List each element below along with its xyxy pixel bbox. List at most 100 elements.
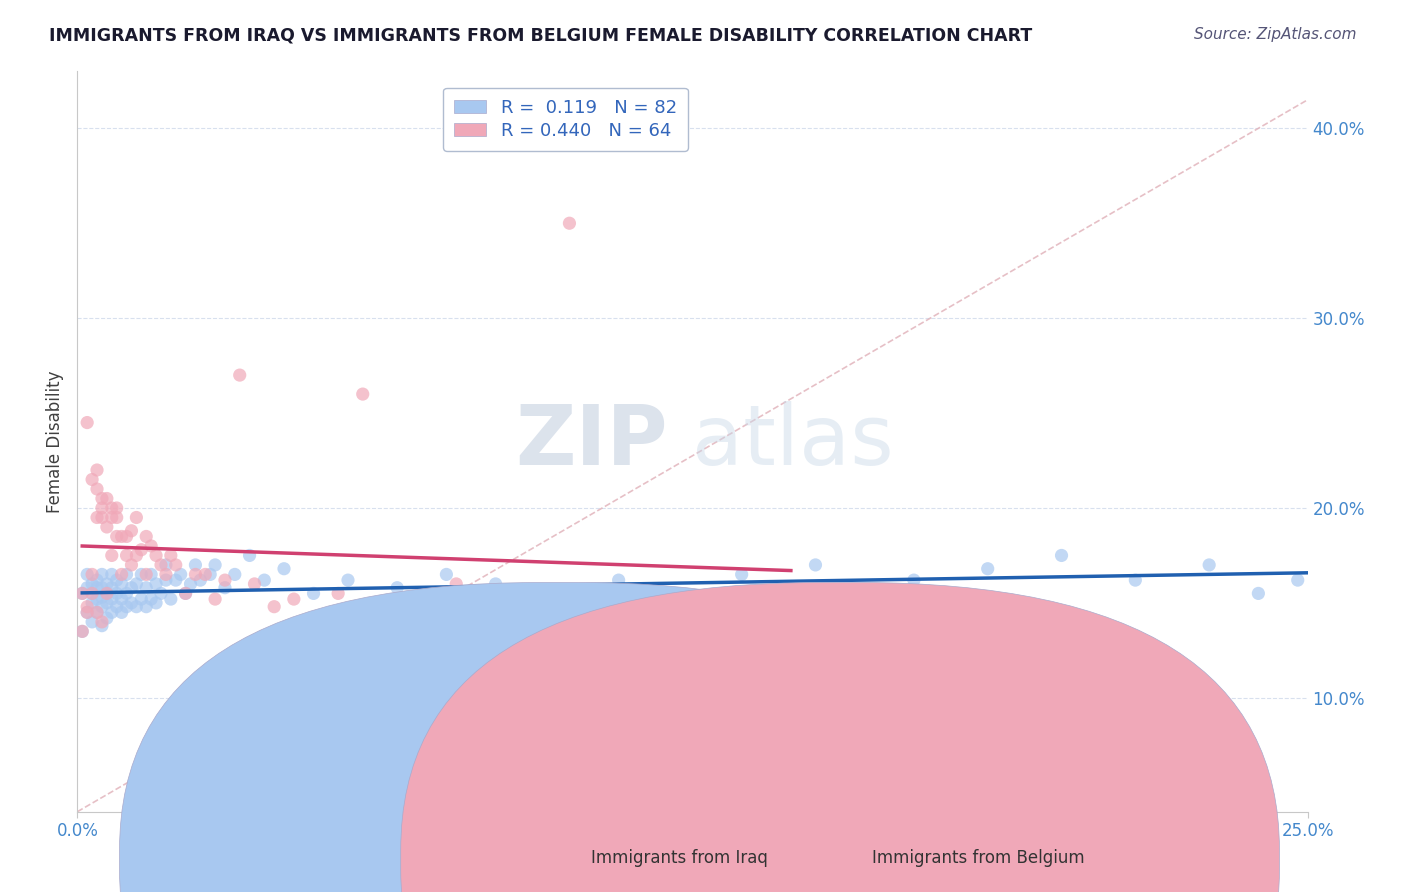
- Point: [82, 473, 104, 487]
- Point: [86, 606, 108, 620]
- Point: [184, 567, 207, 582]
- Point: [101, 500, 124, 515]
- Point: [214, 573, 236, 587]
- Point: [115, 567, 138, 582]
- Point: [125, 549, 148, 563]
- Point: [105, 510, 128, 524]
- Point: [145, 596, 167, 610]
- Point: [170, 567, 193, 582]
- Point: [263, 599, 285, 614]
- Point: [86, 606, 108, 620]
- Point: [96, 586, 118, 600]
- Point: [160, 592, 183, 607]
- Point: [903, 573, 925, 587]
- Text: Immigrants from Belgium: Immigrants from Belgium: [872, 849, 1084, 867]
- Point: [70, 586, 93, 600]
- Point: [239, 549, 262, 563]
- Point: [90, 591, 114, 605]
- Point: [121, 581, 143, 595]
- Point: [174, 586, 197, 600]
- Point: [125, 510, 148, 524]
- Point: [82, 567, 104, 582]
- Point: [150, 558, 173, 572]
- Point: [204, 592, 226, 607]
- Point: [780, 599, 803, 614]
- Point: [70, 624, 93, 639]
- Point: [706, 606, 728, 620]
- Point: [115, 586, 138, 600]
- Point: [90, 618, 114, 632]
- Text: Source: ZipAtlas.com: Source: ZipAtlas.com: [1194, 27, 1357, 42]
- Point: [534, 586, 557, 600]
- Point: [155, 558, 177, 572]
- Point: [125, 599, 148, 614]
- Point: [273, 562, 295, 576]
- Point: [111, 606, 132, 620]
- Point: [105, 500, 128, 515]
- Point: [96, 520, 118, 534]
- Point: [135, 567, 157, 582]
- Point: [129, 567, 153, 582]
- Point: [446, 577, 468, 591]
- Point: [184, 558, 207, 572]
- Point: [657, 700, 679, 714]
- Point: [145, 577, 167, 591]
- Point: [352, 387, 374, 401]
- Point: [224, 567, 246, 582]
- Point: [111, 577, 132, 591]
- Point: [125, 577, 148, 591]
- Point: [105, 586, 128, 600]
- Point: [86, 581, 108, 595]
- Point: [141, 592, 163, 607]
- Point: [96, 577, 118, 591]
- Point: [96, 586, 118, 600]
- Point: [90, 581, 114, 595]
- Point: [558, 216, 581, 230]
- Point: [1286, 573, 1309, 587]
- Point: [129, 542, 153, 557]
- Point: [337, 573, 360, 587]
- Point: [731, 567, 754, 582]
- Point: [977, 562, 1000, 576]
- Point: [86, 573, 108, 587]
- Point: [105, 529, 128, 543]
- Point: [657, 592, 679, 607]
- Point: [82, 615, 104, 629]
- Point: [1322, 549, 1344, 563]
- Point: [804, 558, 827, 572]
- Point: [101, 549, 124, 563]
- Point: [194, 567, 217, 582]
- Point: [129, 592, 153, 607]
- Point: [90, 567, 114, 582]
- Point: [86, 463, 108, 477]
- Point: [155, 573, 177, 587]
- Point: [155, 567, 177, 582]
- Point: [121, 596, 143, 610]
- Text: atlas: atlas: [693, 401, 894, 482]
- Point: [1247, 586, 1270, 600]
- Point: [165, 558, 187, 572]
- Point: [145, 549, 167, 563]
- Point: [76, 599, 98, 614]
- Point: [1050, 549, 1073, 563]
- Point: [115, 599, 138, 614]
- Point: [111, 567, 132, 582]
- Point: [82, 596, 104, 610]
- Text: Immigrants from Iraq: Immigrants from Iraq: [591, 849, 768, 867]
- Point: [160, 549, 183, 563]
- Point: [188, 573, 212, 587]
- Point: [607, 599, 630, 614]
- Point: [411, 592, 433, 607]
- Legend: R =  0.119   N = 82, R = 0.440   N = 64: R = 0.119 N = 82, R = 0.440 N = 64: [443, 87, 688, 151]
- Point: [214, 581, 236, 595]
- Point: [135, 581, 157, 595]
- Point: [82, 586, 104, 600]
- Point: [86, 592, 108, 607]
- Point: [115, 529, 138, 543]
- Point: [436, 567, 458, 582]
- Point: [1125, 573, 1147, 587]
- Point: [135, 599, 157, 614]
- Point: [96, 611, 118, 625]
- Point: [381, 599, 404, 614]
- Point: [90, 491, 114, 506]
